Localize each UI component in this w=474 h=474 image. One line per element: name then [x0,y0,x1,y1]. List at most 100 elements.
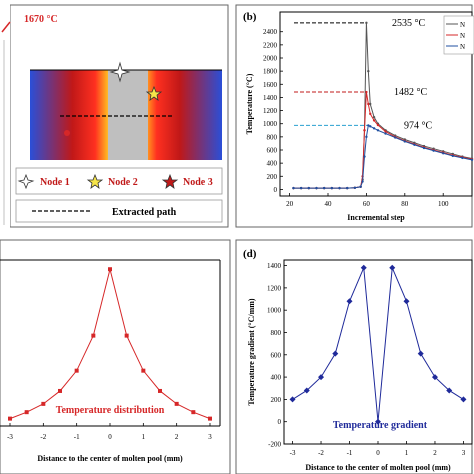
chart-b-xtick-label: 100 [438,200,449,208]
chart-b-ytick-label: 800 [267,133,278,141]
node1-marker [109,61,131,83]
molten-region [108,70,148,160]
chart-b-point [359,185,362,188]
chart-c-xtick-label: -1 [74,433,80,441]
chart-b-point [369,102,372,106]
chart-b-ref-label: 1482 °C [394,87,427,98]
chart-c-xlabel: Distance to the center of molten pool (m… [37,454,183,463]
chart-b-point [330,186,334,190]
chart-b-ytick-label: 0 [274,186,278,194]
chart-b-point [394,136,397,139]
chart-b-ytick-label: 600 [267,147,278,155]
chart-c-xtick-label: 2 [175,433,179,441]
chart-b-plot-area [279,11,473,197]
node2-marker [145,85,163,101]
chart-d-ytick-label: 0 [278,418,282,426]
chart-b-legend-label: N [460,32,465,40]
chart-c-point [108,267,112,272]
chart-c-xtick-label: 0 [108,433,112,441]
chart-d-point [346,298,353,305]
chart-d-ytick-label: 1400 [267,262,282,270]
chart-b-point [369,112,372,116]
chart-c-series-label: Temperature distribution [56,405,165,416]
chart-b-point [367,124,370,127]
chart-d-point [303,387,310,394]
chart-c-point [141,368,146,373]
chart-b-ytick-label: 2400 [263,28,278,36]
chart-d-point [360,264,367,271]
chart-d-point [417,350,424,357]
chart-d-xtick-label: -2 [318,449,324,457]
chart-d-ytick-label: 400 [271,374,282,382]
chart-b-point [367,69,370,73]
panel-c-frame [0,239,231,474]
chart-b-point [384,130,387,133]
legend-path-label: Extracted path [112,207,177,218]
chart-b-point [442,152,445,155]
chart-b-point [422,146,426,150]
chart-b-point [461,156,464,160]
chart-b-point [338,186,341,190]
node3-marker [64,130,70,136]
chart-b-point [353,186,357,189]
chart-b-point [361,180,364,183]
chart-d-point [375,418,381,425]
chart-b-ytick-label: 2200 [263,41,278,49]
chart-b-point [363,129,366,132]
chart-b-point [369,125,372,128]
chart-b-point [413,143,416,146]
chart-b-ref-label: 974 °C [404,120,432,131]
chart-b-point [451,154,454,158]
chart-b-ytick-label: 1400 [263,94,278,102]
chart-d-xlabel: Distance to the center of molten pool (m… [305,463,451,472]
chart-b-ytick-label: 400 [267,160,278,168]
chart-b-point [363,155,366,158]
chart-d-xtick-label: 2 [433,449,437,457]
chart-d-ytick-label: 600 [271,351,282,359]
chart-b-point [315,186,318,190]
chart-b-point [372,115,376,119]
chart-b-point [376,129,380,132]
chart-c-point [191,410,196,415]
chart-c-xtick-label: 1 [142,433,146,441]
chart-b-point [372,119,376,122]
chart-b-xtick-label: 40 [325,200,333,208]
chart-b-ytick-label: 1600 [263,81,278,89]
chart-d-panel-label: (d) [243,248,257,260]
chart-b-ytick-label: 200 [267,173,278,181]
chart-b-xtick-label: 60 [363,200,371,208]
chart-b-xtick-label: 80 [401,200,409,208]
chart-d-ytick-label: -200 [268,441,281,449]
chart-b-legend-label: N [460,43,465,51]
chart-d-xtick-label: -3 [290,449,296,457]
chart-c-point [74,368,79,373]
panel-b-frame [235,4,473,228]
chart-b-point [403,140,406,143]
chart-b-point [372,127,376,130]
chart-c-point [24,410,29,415]
max-temp-arrow [1,21,11,33]
legend-node3-icon [161,173,179,189]
chart-c-series-line [9,269,211,420]
chart-b-point [299,186,303,190]
chart-d-point [460,396,467,403]
chart-d-point [446,387,453,394]
chart-d: (d) -200 0 200 400 600 800 1000 1200 1400 -3 -2 -1 0 1… [243,248,473,472]
chart-d-ytick-label: 1200 [267,284,282,292]
legend-node1-icon [17,173,35,190]
chart-b-point [367,102,370,106]
chart-d-point [332,350,339,357]
legend-node3-label: Node 3 [183,177,213,188]
chart-c-xtick-label: 3 [208,433,212,441]
chart-b-series-line [293,91,473,189]
chart-b-panel-label: (b) [243,11,257,23]
legend-node2-icon [86,173,104,189]
chart-d-ytick-label: 800 [271,329,282,337]
chart-d-point [389,264,396,271]
chart-b-legend-label: N [460,21,465,29]
chart-c-point [124,333,129,338]
chart-b-point [432,149,435,152]
chart-b-point [346,186,349,190]
chart-b-ylabel: Temperature (°C) [245,73,254,134]
